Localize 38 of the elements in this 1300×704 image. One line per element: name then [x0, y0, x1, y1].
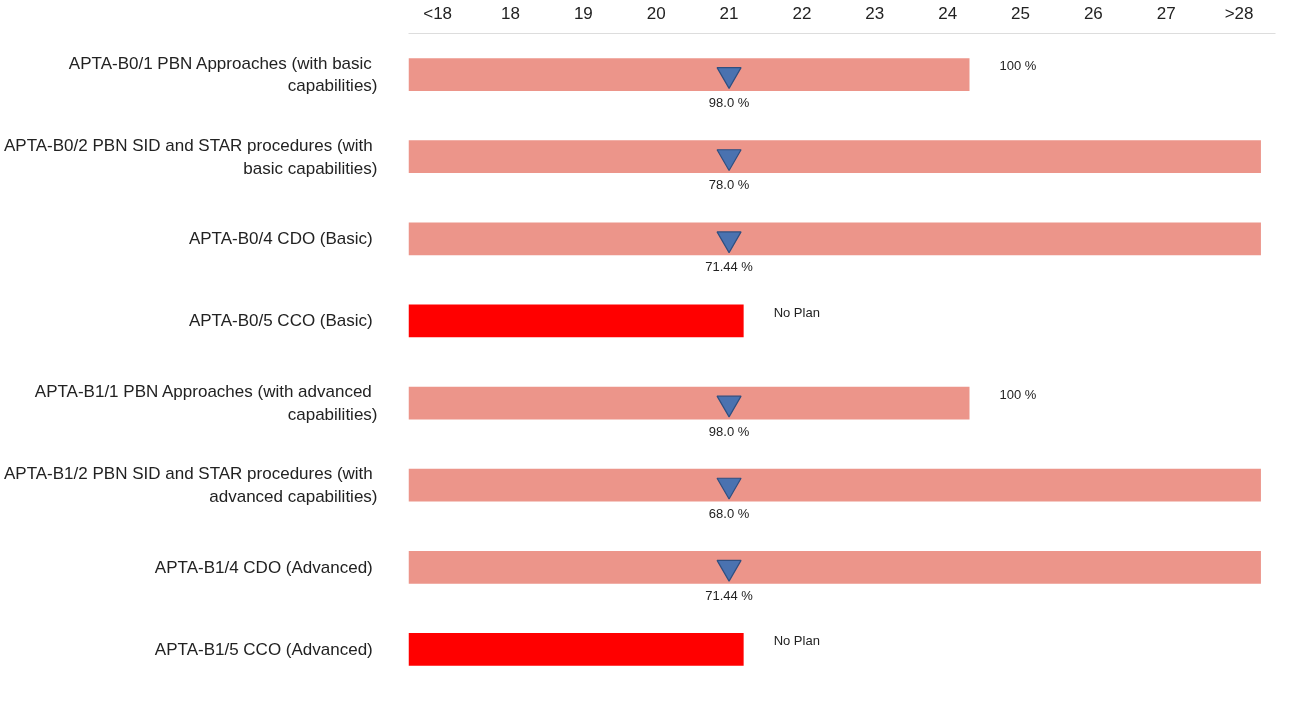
x-tick-label: 24 — [938, 3, 958, 23]
y-tick-label: APTA-B1/2 PBN SID and STAR procedures (with advanced capabilities) — [3, 464, 378, 507]
x-tick-label: 25 — [1011, 3, 1030, 23]
annotation: No Plan — [773, 304, 820, 320]
bar — [408, 386, 970, 420]
x-tick-label: 22 — [792, 3, 812, 23]
x-tick-label: 23 — [865, 3, 885, 23]
bar — [408, 550, 1261, 584]
annotation: 100 % — [999, 58, 1037, 74]
y-tick-label: APTA-B1/4 CDO (Advanced) — [154, 557, 373, 577]
x-tick-label: <18 — [423, 3, 453, 23]
x-tick-label: 20 — [646, 3, 666, 23]
annotation: 100 % — [999, 386, 1037, 402]
y-tick-label: APTA-B0/2 PBN SID and STAR procedures (with basic capabilities) — [3, 135, 378, 178]
x-tick-label: 26 — [1083, 3, 1103, 23]
annotation: 71.44 % — [705, 587, 754, 603]
y-tick-label: APTA-B1/1 PBN Approaches (with advanced capabilities) — [34, 382, 378, 424]
bar — [408, 468, 1261, 502]
bar — [408, 304, 744, 338]
x-tick-label: 27 — [1156, 3, 1176, 23]
y-tick-label: APTA-B0/4 CDO (Basic) — [188, 229, 373, 249]
bar — [408, 633, 744, 666]
annotation: 98.0 % — [708, 423, 750, 439]
x-tick-label: 19 — [573, 3, 593, 23]
y-tick-label: APTA-B1/5 CCO (Advanced) — [154, 639, 373, 659]
annotation: 98.0 % — [708, 95, 750, 111]
bar — [408, 140, 1261, 174]
x-tick-label: 18 — [501, 3, 520, 23]
annotation: 68.0 % — [708, 505, 750, 521]
bar — [408, 222, 1261, 256]
bar — [408, 58, 970, 91]
annotation: No Plan — [773, 633, 820, 649]
y-tick-label: APTA-B0/5 CCO (Basic) — [188, 311, 373, 331]
annotation: 78.0 % — [708, 177, 750, 193]
x-tick-label: 21 — [719, 3, 739, 23]
x-tick-label: >28 — [1224, 3, 1254, 23]
annotation: 71.44 % — [705, 259, 754, 275]
y-tick-label: APTA-B0/1 PBN Approaches (with basic capabilities) — [68, 53, 378, 96]
